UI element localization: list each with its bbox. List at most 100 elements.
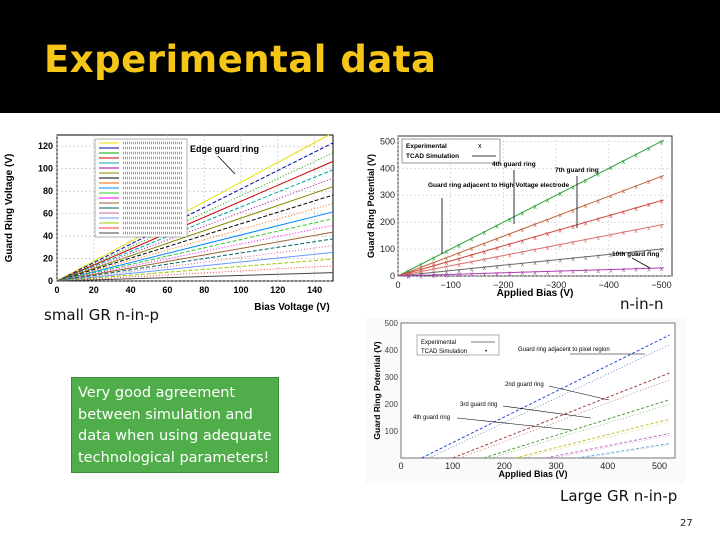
data-point: x [571,185,575,192]
data-point: x [483,230,487,237]
data-point: x [584,178,588,185]
caption-large-gr: Large GR n-in-p [560,487,678,505]
series-line [397,175,664,277]
legend-entry: TCAD Simulation [421,349,467,355]
y-axis-label: Guard Ring Potential (V) [366,154,376,258]
annotation-3rd-guard-ring: 3rd guard ring [460,402,497,408]
data-point: x [559,191,563,198]
x-tick-label: −200 [493,280,513,290]
data-point: x [596,268,600,275]
series-line [56,245,334,282]
y-tick-label: 120 [38,141,53,151]
series-line [56,218,334,282]
data-point: x [647,225,651,232]
x-tick-label: 100 [445,461,460,471]
data-point: x [445,265,449,272]
x-tick-label: 140 [307,285,322,295]
data-point: x [533,204,537,211]
data-point: x [634,152,638,159]
legend-entry: Experimental [421,340,456,346]
data-point: x [559,228,563,235]
annotation-4th-guard-ring: 4th guard ring [413,415,450,421]
data-point: x [647,146,651,153]
data-point: x [508,242,512,249]
data-point: x [546,259,550,266]
data-point: x [596,235,600,242]
data-point: x [495,271,499,278]
data-point: x [584,220,588,227]
data-point: x [634,206,638,213]
data-point: x [483,265,487,272]
data-point: x [660,266,664,273]
page-number: 27 [680,518,693,529]
y-tick-label: 0 [390,271,395,281]
data-point: x [470,253,474,260]
data-point: x [521,270,525,277]
data-point: x [634,250,638,257]
data-point: x [432,264,436,271]
data-point: x [432,267,436,274]
data-point: x [660,223,664,230]
x-tick-label: 200 [497,461,512,471]
data-point: x [533,270,537,277]
series-line [397,248,664,277]
series-line [397,267,664,277]
series-line-sim [490,404,670,459]
data-point: x [508,263,512,270]
data-point: x [571,224,575,231]
data-point: x [546,198,550,205]
data-point: x [584,203,588,210]
y-tick-label: 300 [380,190,395,200]
data-point: x [495,237,499,244]
x-tick-label: 0 [398,461,403,471]
x-tick-label: 20 [89,285,99,295]
annotation-arrow [548,385,610,401]
slide-title: Experimental data [44,38,437,81]
title-bar [0,0,720,113]
annotation-arrow [502,405,592,419]
data-point: x [660,247,664,254]
data-point: x [445,249,449,256]
series-line [56,258,334,282]
data-point: x [457,268,461,275]
series-line [545,432,670,459]
data-point: x [419,273,423,280]
data-point: x [609,213,613,220]
annotation-hv-ring: Guard ring adjacent to High Voltage elec… [428,182,569,189]
data-point: x [571,240,575,247]
annotation-arrow [217,155,236,175]
data-point: x [521,238,525,245]
data-point: x [596,172,600,179]
data-point: x [571,269,575,276]
data-point: x [470,236,474,243]
data-point: x [508,271,512,278]
legend-marker: x [478,143,482,150]
data-point: x [432,256,436,263]
annotation-4th-guard-ring: 4th guard ring [492,161,536,168]
note-box: Very good agreement between simulation a… [71,377,279,473]
data-point: x [584,238,588,245]
caption-n-in-n: n-in-n [620,295,664,313]
data-point: x [457,257,461,264]
data-point: x [432,273,436,280]
series-line-sim [583,444,670,459]
data-point: x [559,213,563,220]
x-tick-label: −300 [546,280,566,290]
data-point: x [521,210,525,217]
annotation-10th-guard-ring: 10th guard ring [612,251,659,258]
x-tick-label: 0 [54,285,59,295]
x-tick-label: 60 [162,285,172,295]
data-point: x [495,264,499,271]
data-point: x [609,267,613,274]
data-point: x [445,273,449,280]
data-point: x [622,251,626,258]
series-line [576,442,670,459]
data-point: x [445,256,449,263]
data-point: x [457,272,461,279]
data-point: x [407,274,411,281]
series-line [56,160,334,282]
y-tick-label: 400 [385,346,399,355]
x-axis-label: Applied Bias (V) [497,288,574,298]
y-tick-label: 400 [380,163,395,173]
series-line [56,238,334,282]
